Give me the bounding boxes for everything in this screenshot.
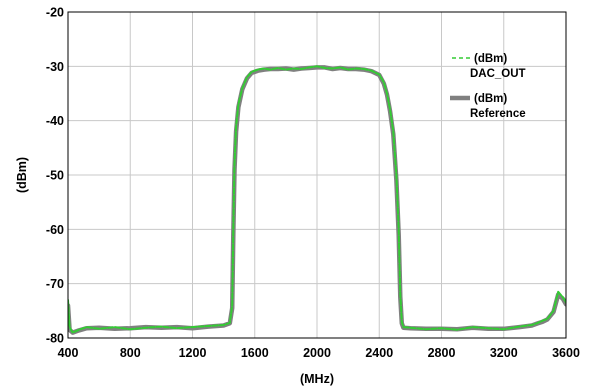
x-tick-label: 800: [120, 346, 141, 360]
legend-label-dac-out-unit: (dBm): [474, 53, 507, 65]
legend-label-reference: Reference: [470, 108, 526, 120]
y-tick-label: -50: [46, 169, 64, 183]
x-tick-label: 2800: [428, 346, 456, 360]
y-tick-label: -20: [46, 6, 64, 20]
x-axis-title: (MHz): [300, 372, 334, 386]
x-tick-label: 3600: [552, 346, 580, 360]
series-line-dac-out: [68, 65, 566, 334]
x-tick-label: 1600: [241, 346, 269, 360]
x-tick-label: 2400: [365, 346, 393, 360]
x-tick-label: 1200: [179, 346, 207, 360]
legend-label-dac-out: DAC_OUT: [470, 68, 526, 80]
plot-frame: [67, 11, 567, 339]
legend: (dBm) DAC_OUT (dBm) Reference: [450, 53, 526, 120]
x-tick-label: 400: [58, 346, 79, 360]
x-tick-label: 2000: [303, 346, 331, 360]
y-tick-label: -40: [46, 114, 64, 128]
x-tick-label: 3200: [490, 346, 518, 360]
y-tick-label: -30: [46, 60, 64, 74]
legend-label-reference-unit: (dBm): [474, 93, 507, 105]
y-tick-label: -80: [46, 332, 64, 346]
y-tick-label: -60: [46, 223, 64, 237]
series-layer: [68, 65, 566, 335]
x-axis-ticks: 400 800 1200 1600 2000 2400 2800 3200 3600: [58, 346, 580, 360]
y-axis-ticks: -20 -30 -40 -50 -60 -70 -80: [46, 6, 64, 346]
y-tick-label: -70: [46, 277, 64, 291]
y-axis-title: (dBm): [15, 157, 29, 193]
